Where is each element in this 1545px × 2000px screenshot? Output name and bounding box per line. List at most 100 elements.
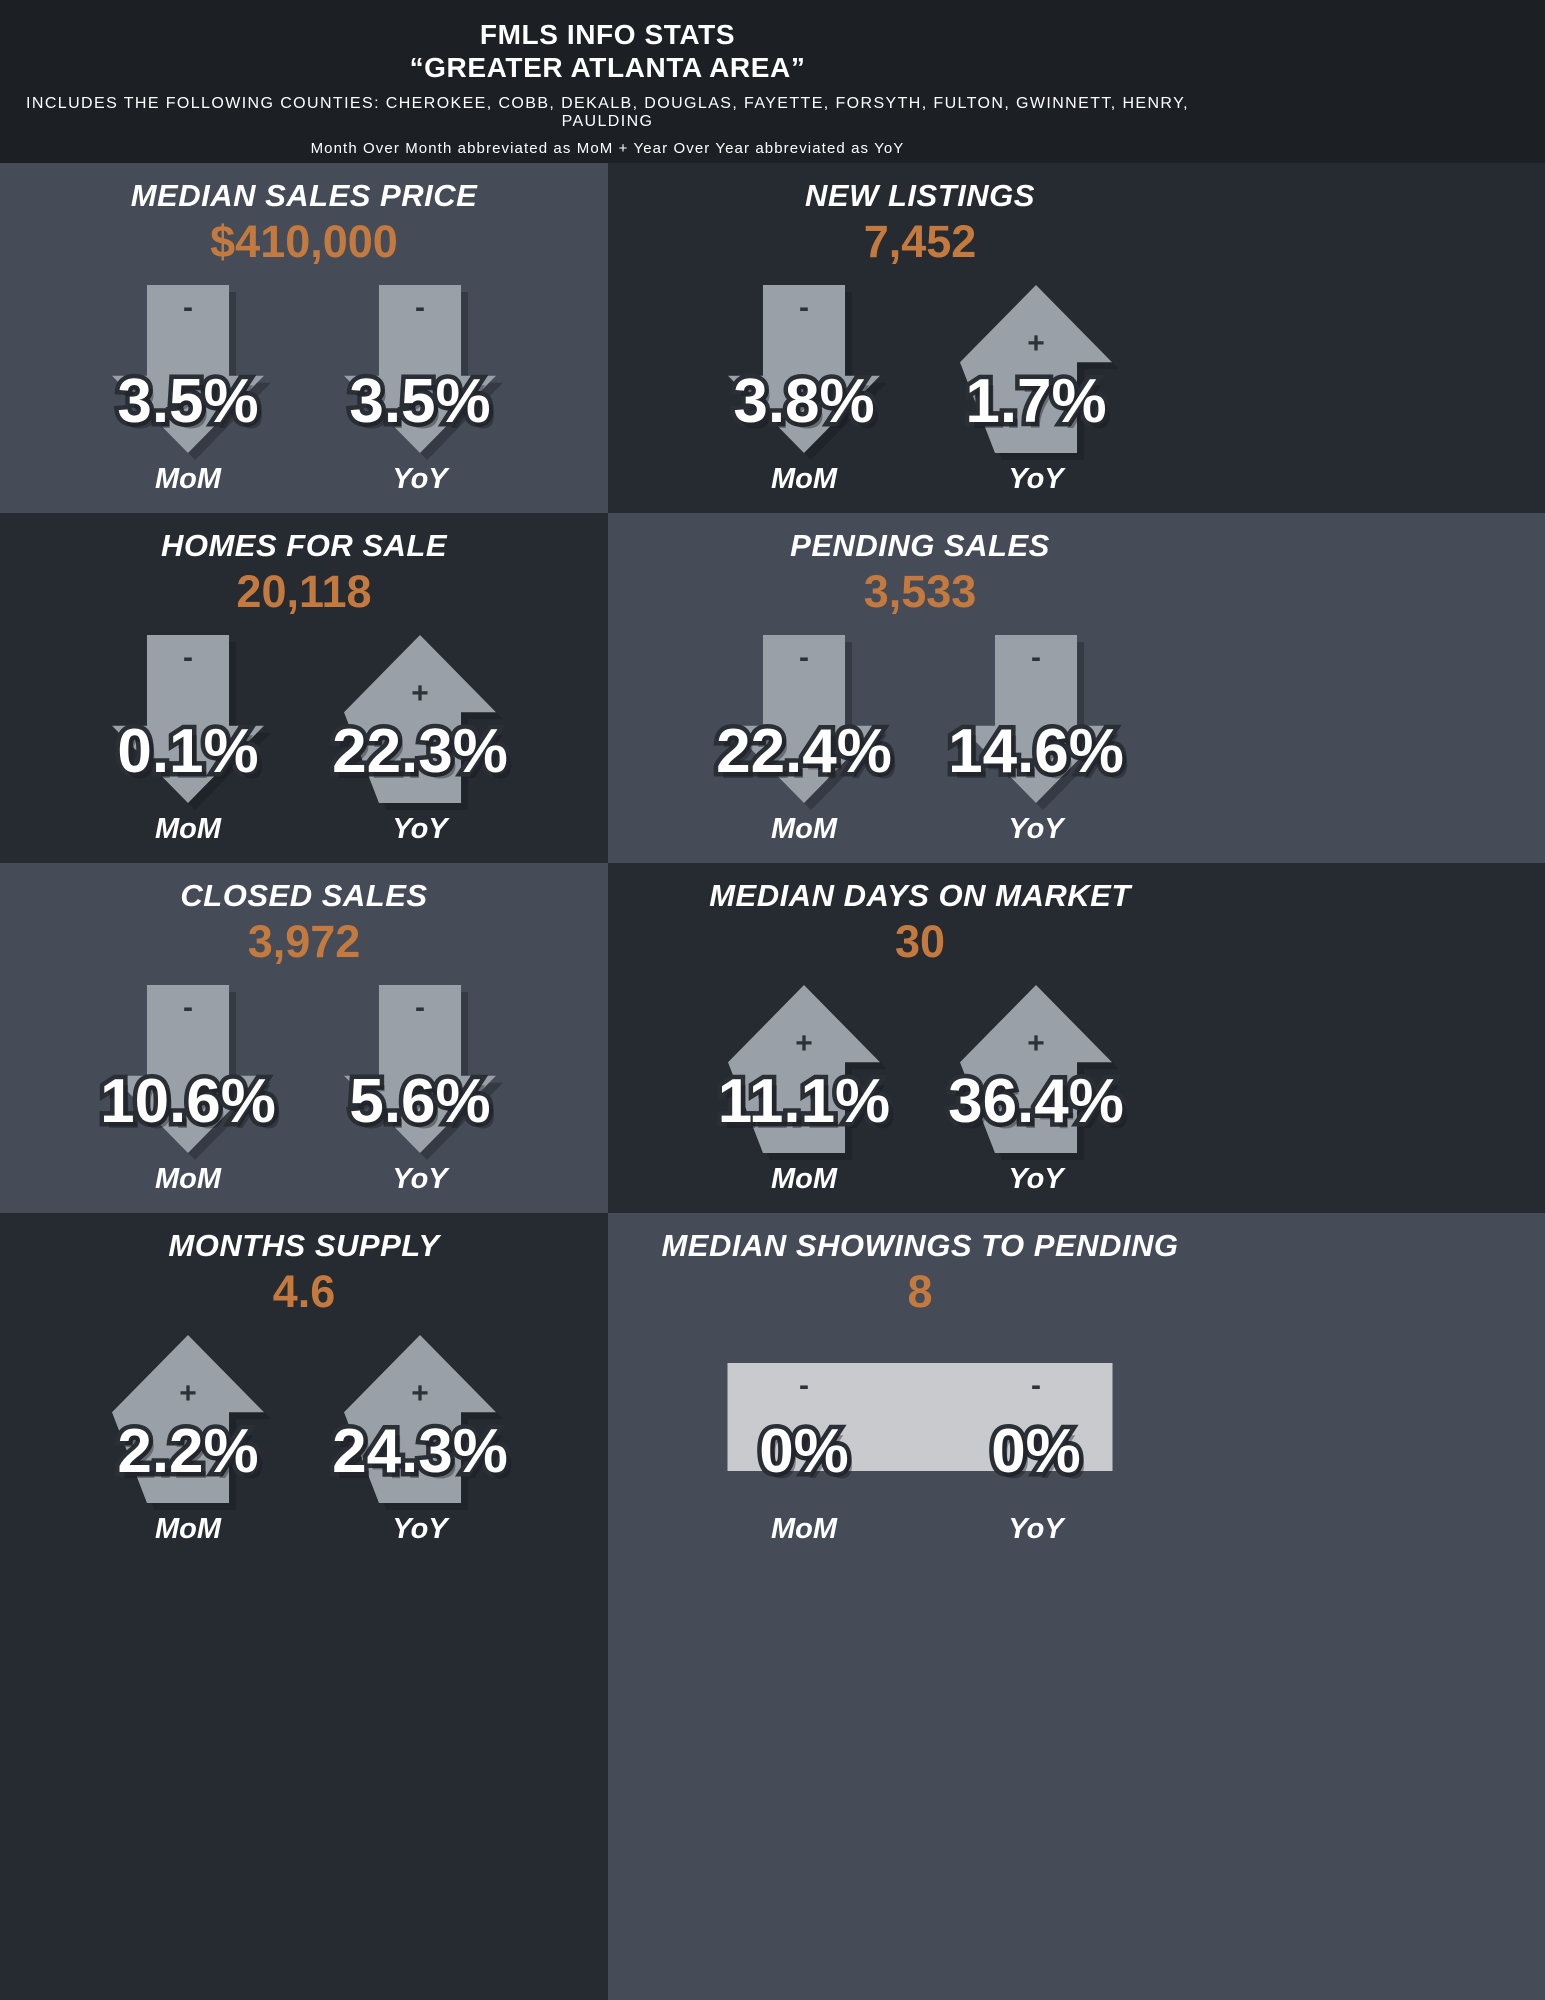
panel-title: HOMES FOR SALE [160, 528, 447, 563]
stat-label: MoM [154, 1163, 222, 1195]
panel-value: $410,000 [210, 216, 398, 267]
row-1: MEDIAN SALES PRICE $410,000 - 3.5% MoM -… [0, 163, 1545, 513]
pct-value: 1.7% [961, 366, 1111, 437]
pct-value: 22.3% [328, 716, 513, 787]
plus-sign: + [1027, 1027, 1045, 1060]
stats-row: - 3.5% MoM - 3.5% YoY [0, 285, 608, 500]
panel-title: PENDING SALES [790, 528, 1050, 563]
stat-yoy: + 24.3% YoY [304, 1335, 536, 1550]
panel-title: NEW LISTINGS [805, 178, 1035, 213]
panel-title: CLOSED SALES [180, 878, 428, 913]
row-3: CLOSED SALES 3,972 - 10.6% MoM - 5.6% Yo… [0, 863, 1545, 1213]
plus-sign: + [795, 1027, 813, 1060]
stat-yoy: - 3.5% YoY [304, 285, 536, 500]
flat-bar [727, 1363, 1113, 1471]
plus-sign: + [411, 677, 429, 710]
stats-row: - 10.6% MoM - 5.6% YoY [0, 985, 608, 1200]
stat-label: YoY [1008, 463, 1064, 495]
stat-mom: - 3.5% MoM [72, 285, 304, 500]
minus-sign: - [799, 291, 809, 324]
stat-yoy: + 22.3% YoY [304, 635, 536, 850]
pct-value: 11.1% [713, 1066, 894, 1137]
panel-median-days-on-market: MEDIAN DAYS ON MARKET 30 + 11.1% MoM + 3… [608, 863, 1545, 1213]
panel-median-sales-price: MEDIAN SALES PRICE $410,000 - 3.5% MoM -… [0, 163, 608, 513]
stat-label: MoM [770, 1513, 838, 1545]
stat-label: YoY [392, 463, 448, 495]
panel-title: MEDIAN SHOWINGS TO PENDING [661, 1228, 1179, 1263]
row-2: HOMES FOR SALE 20,118 - 0.1% MoM + 22.3%… [0, 513, 1545, 863]
panel-value: 7,452 [863, 216, 977, 267]
row-4: MONTHS SUPPLY 4.6 + 2.2% MoM + 24.3% YoY [0, 1213, 1545, 2000]
minus-sign: - [415, 291, 425, 324]
panel-value: 3,533 [863, 566, 977, 617]
header-inner: FMLS INFO STATS “GREATER ATLANTA AREA” I… [0, 0, 1215, 157]
pct-value: 5.6% [345, 1066, 495, 1137]
pct-value: 3.5% [113, 366, 263, 437]
panel-median-showings-to-pending: MEDIAN SHOWINGS TO PENDING 8 - 0% MoM - … [608, 1213, 1545, 2000]
stat-label: YoY [392, 813, 448, 845]
stat-mom: - 3.8% MoM [688, 285, 920, 500]
counties-subtitle: INCLUDES THE FOLLOWING COUNTIES: CHEROKE… [26, 95, 1189, 130]
pct-value: 24.3% [328, 1416, 513, 1487]
panel-months-supply: MONTHS SUPPLY 4.6 + 2.2% MoM + 24.3% YoY [0, 1213, 608, 2000]
panel-value: 4.6 [272, 1266, 336, 1317]
stats-row: + 2.2% MoM + 24.3% YoY [0, 1335, 608, 1550]
stat-mom: - 22.4% MoM [688, 635, 920, 850]
pct-value: 22.4% [712, 716, 897, 787]
panel-new-listings: NEW LISTINGS 7,452 - 3.8% MoM + 1.7% YoY [608, 163, 1545, 513]
pct-value: 0.1% [113, 716, 263, 787]
stat-yoy: + 36.4% YoY [920, 985, 1152, 1200]
pct-value: 0% [987, 1416, 1086, 1487]
panel-value: 8 [907, 1266, 933, 1317]
page-title-line2: “GREATER ATLANTA AREA” [409, 52, 806, 83]
stat-yoy: - 0% YoY [920, 1335, 1152, 1550]
minus-sign: - [183, 991, 193, 1024]
stat-label: MoM [154, 813, 222, 845]
panel-title: MEDIAN SALES PRICE [130, 178, 478, 213]
minus-sign: - [1031, 1369, 1041, 1402]
minus-sign: - [1031, 641, 1041, 674]
minus-sign: - [799, 641, 809, 674]
stat-label: MoM [154, 463, 222, 495]
plus-sign: + [411, 1377, 429, 1410]
pct-value: 14.6% [944, 716, 1129, 787]
plus-sign: + [1027, 327, 1045, 360]
minus-sign: - [415, 991, 425, 1024]
panel-value: 20,118 [236, 566, 372, 617]
stat-mom: + 2.2% MoM [72, 1335, 304, 1550]
header: FMLS INFO STATS “GREATER ATLANTA AREA” I… [0, 0, 1545, 163]
stats-row: - 3.8% MoM + 1.7% YoY [608, 285, 1232, 500]
stat-yoy: - 14.6% YoY [920, 635, 1152, 850]
stat-mom: - 0% MoM [688, 1335, 920, 1550]
panel-title: MONTHS SUPPLY [168, 1228, 440, 1263]
stat-mom: + 11.1% MoM [688, 985, 920, 1200]
panel-title: MEDIAN DAYS ON MARKET [709, 878, 1131, 913]
panel-pending-sales: PENDING SALES 3,533 - 22.4% MoM - 14.6% … [608, 513, 1545, 863]
plus-sign: + [179, 1377, 197, 1410]
minus-sign: - [183, 291, 193, 324]
panel-homes-for-sale: HOMES FOR SALE 20,118 - 0.1% MoM + 22.3%… [0, 513, 608, 863]
pct-value: 3.5% [345, 366, 495, 437]
panel-closed-sales: CLOSED SALES 3,972 - 10.6% MoM - 5.6% Yo… [0, 863, 608, 1213]
stat-label: YoY [392, 1513, 448, 1545]
stat-yoy: - 5.6% YoY [304, 985, 536, 1200]
pct-value: 3.8% [729, 366, 879, 437]
page-title-line1: FMLS INFO STATS [479, 19, 736, 50]
panel-value: 3,972 [247, 916, 361, 967]
stats-row: + 11.1% MoM + 36.4% YoY [608, 985, 1232, 1200]
stat-label: YoY [392, 1163, 448, 1195]
stat-label: MoM [770, 1163, 838, 1195]
minus-sign: - [183, 641, 193, 674]
stat-label: YoY [1008, 1163, 1064, 1195]
abbreviation-note: Month Over Month abbreviated as MoM + Ye… [310, 140, 905, 157]
stat-label: YoY [1008, 813, 1064, 845]
stats-row: - 22.4% MoM - 14.6% YoY [608, 635, 1232, 850]
stat-yoy: + 1.7% YoY [920, 285, 1152, 500]
stats-row: - 0% MoM - 0% YoY [608, 1335, 1232, 1550]
stat-mom: - 0.1% MoM [72, 635, 304, 850]
stat-label: MoM [770, 813, 838, 845]
stats-row: - 0.1% MoM + 22.3% YoY [0, 635, 608, 850]
pct-value: 10.6% [96, 1066, 281, 1137]
stat-label: MoM [154, 1513, 222, 1545]
